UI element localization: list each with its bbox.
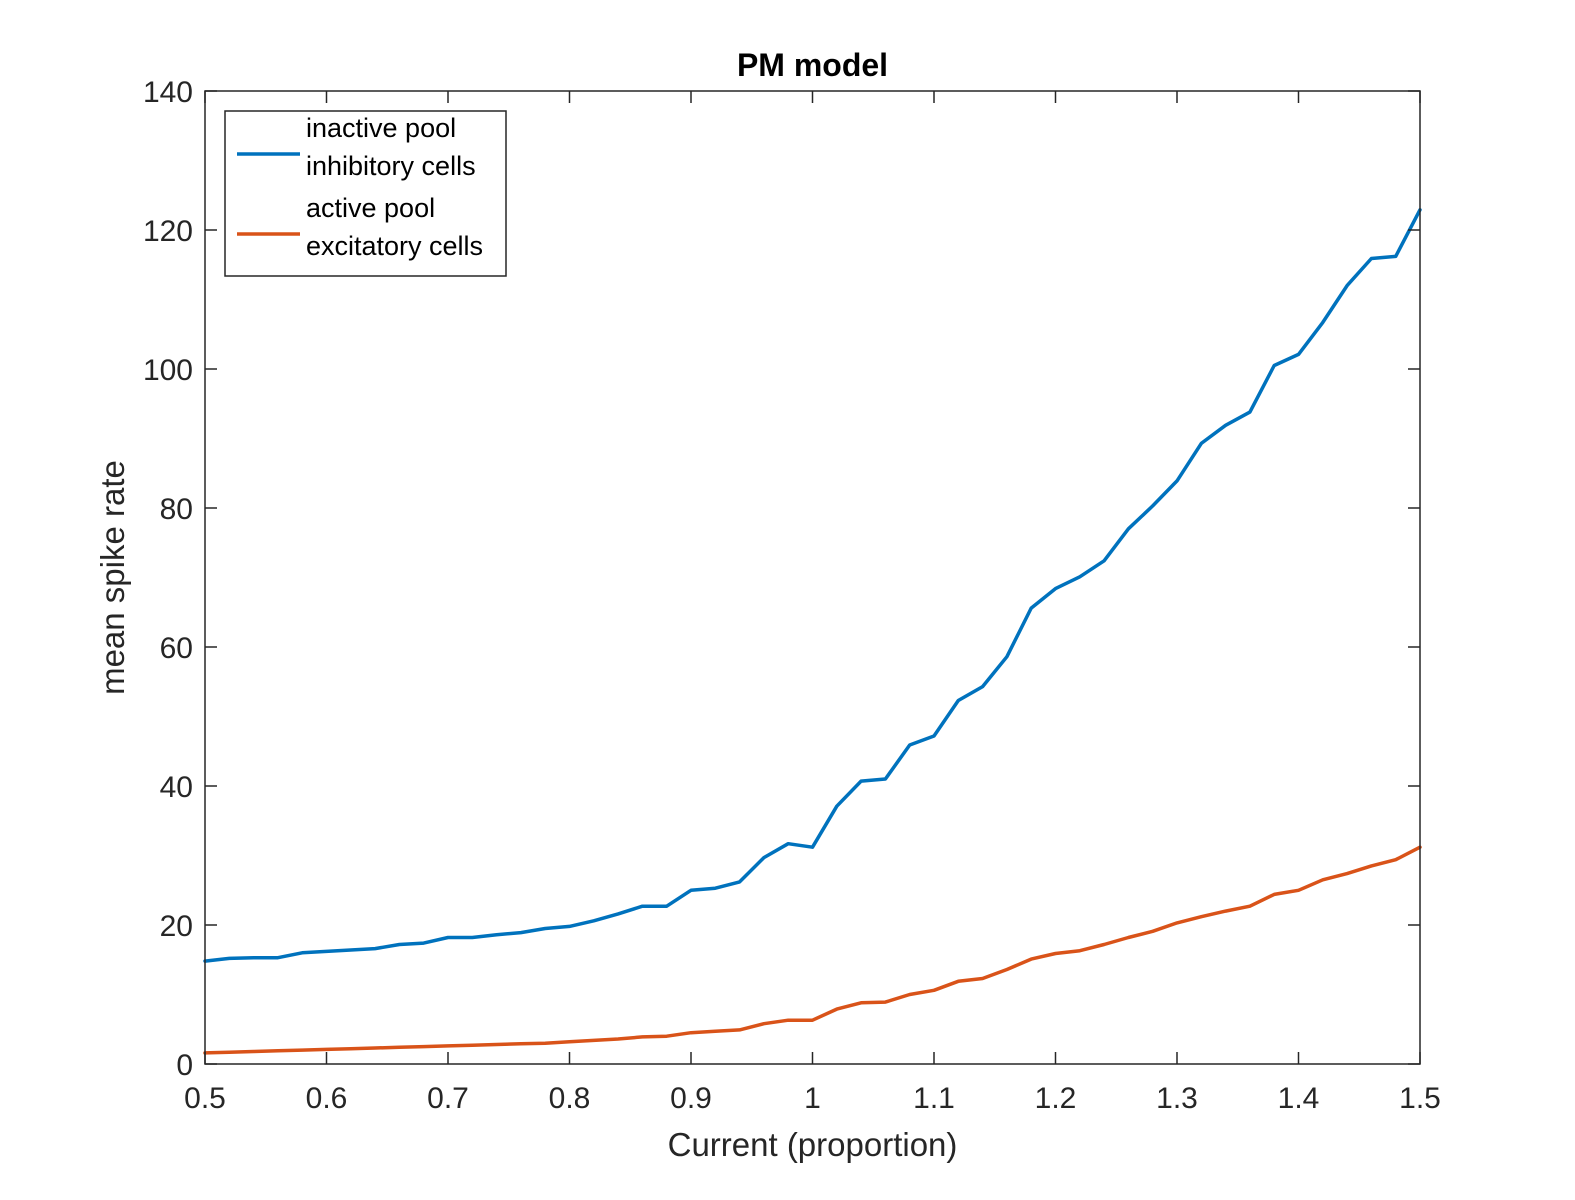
legend-label-2: excitatory cells xyxy=(306,231,483,261)
legend-label-1: inhibitory cells xyxy=(306,151,476,181)
x-tick-label: 1 xyxy=(804,1082,821,1115)
x-tick-label: 0.6 xyxy=(306,1082,348,1115)
x-tick-label: 1.4 xyxy=(1278,1082,1320,1115)
x-tick-label: 1.2 xyxy=(1035,1082,1077,1115)
y-tick-label: 60 xyxy=(160,632,193,665)
series-line-1 xyxy=(203,208,1422,963)
legend: inactive pool inhibitory cells active pool… xyxy=(224,110,507,277)
x-tick-label: 0.7 xyxy=(427,1082,469,1115)
x-axis-title: Current (proportion) xyxy=(668,1126,958,1163)
x-tick-label: 0.5 xyxy=(184,1082,226,1115)
y-tick-label: 20 xyxy=(160,910,193,943)
y-tick-label: 120 xyxy=(143,215,193,248)
x-tick-label: 1.1 xyxy=(913,1082,955,1115)
y-tick-label: 140 xyxy=(143,76,193,109)
legend-box xyxy=(224,110,507,277)
legend-label-1: inactive pool xyxy=(306,113,456,143)
y-tick-label: 80 xyxy=(160,493,193,526)
ticks-layer xyxy=(204,90,1421,1065)
y-tick-label: 100 xyxy=(143,354,193,387)
y-axis-title: mean spike rate xyxy=(94,460,131,695)
y-tick-label: 40 xyxy=(160,771,193,804)
x-tick-label: 1.3 xyxy=(1156,1082,1198,1115)
x-tick-label: 0.9 xyxy=(670,1082,712,1115)
legend-label-2: active pool xyxy=(306,193,435,223)
x-tick-label: 0.8 xyxy=(549,1082,591,1115)
series-line-2 xyxy=(203,845,1422,1055)
y-tick-label: 0 xyxy=(176,1049,193,1082)
series-layer xyxy=(203,208,1422,1055)
chart-title: PM model xyxy=(737,47,888,83)
tick-labels-layer: 0.5 0.6 0.7 0.8 0.9 1 1.1 1.2 1.3 1.4 1.5 0 20 40 60 80… xyxy=(143,76,1441,1115)
x-tick-label: 1.5 xyxy=(1399,1082,1441,1115)
